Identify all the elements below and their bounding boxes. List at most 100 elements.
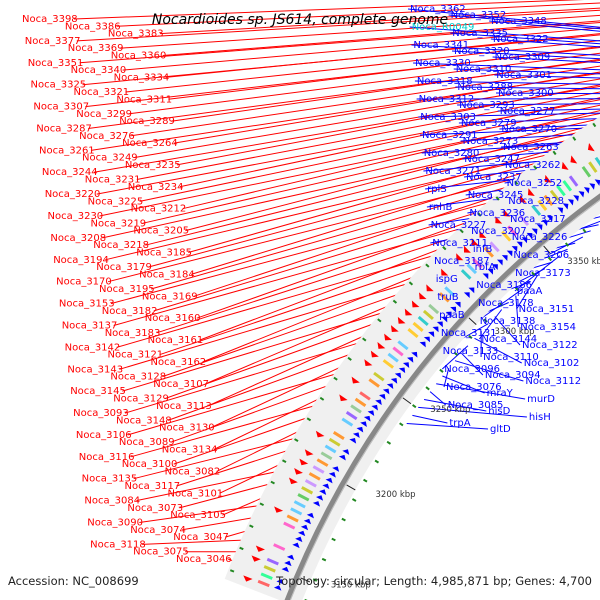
left-gene-label: Noca_3075 — [133, 547, 189, 558]
left-gene-label: Noca_3321 — [74, 87, 130, 98]
ring-background — [224, 116, 600, 600]
left-leader-line — [196, 214, 489, 319]
right-gene-label: Noca_3300 — [498, 88, 554, 99]
inner-tick — [321, 557, 327, 562]
right-gene-label: Noca_3263 — [503, 142, 559, 153]
left-gene-label: Noca_3205 — [133, 226, 189, 237]
reverse-gene-arrow — [407, 357, 414, 363]
outer-tick — [533, 165, 538, 170]
forward-gene-arrow — [390, 325, 399, 333]
cog-tile — [531, 204, 542, 216]
left-gene-label: Noca_3264 — [122, 138, 178, 149]
left-gene-label: Noca_3212 — [131, 204, 187, 215]
left-gene-label: Noca_3106 — [76, 430, 132, 441]
left-gene-label: Noca_3185 — [136, 248, 192, 259]
left-leader-line — [179, 480, 281, 509]
reverse-gene-arrow — [328, 472, 336, 478]
reverse-gene-arrow — [594, 179, 600, 186]
left-gene-label: Noca_3184 — [139, 269, 195, 280]
cog-tile — [354, 397, 367, 408]
left-gene-label: Noca_3162 — [151, 357, 207, 368]
scale-marks: 3550 kbp3500 kbp3450 kbp3400 kbp3350 kbp… — [229, 122, 600, 600]
reverse-gene-arrow — [375, 399, 382, 406]
reverse-gene-arrow — [352, 432, 360, 439]
right-leader-line — [451, 50, 600, 60]
right-gene-label: Noca_3252 — [507, 178, 563, 189]
reverse-gene-arrow — [583, 187, 590, 194]
inner-tick — [468, 334, 473, 340]
right-gene-label: Noca_3228 — [508, 196, 564, 207]
scale-tick — [402, 397, 412, 405]
reverse-gene-arrow — [492, 264, 498, 271]
left-gene-label: Noca_3113 — [156, 401, 212, 412]
right-gene-label: ispG — [436, 274, 458, 285]
left-leader-line — [190, 164, 549, 275]
forward-gene-arrow — [315, 430, 325, 438]
cog-tile — [345, 410, 358, 421]
outer-tick — [459, 228, 464, 234]
left-leader-line — [176, 446, 300, 487]
outer-tick — [572, 136, 577, 141]
reverse-gene-arrow — [322, 483, 330, 490]
reverse-gene-arrow — [428, 331, 435, 338]
cog-tile — [316, 458, 329, 467]
left-gene-label: Noca_3225 — [88, 196, 144, 207]
cog-tile — [304, 479, 317, 488]
left-leader-line — [185, 122, 600, 232]
forward-gene-arrow — [463, 245, 471, 253]
right-gene-label: trpA — [449, 418, 470, 429]
left-leader-line — [162, 288, 415, 378]
forward-gene-arrow — [404, 308, 413, 316]
right-gene-label: Noca_3173 — [515, 268, 571, 279]
forward-gene-arrow — [274, 506, 284, 513]
reverse-gene-arrow — [487, 268, 494, 275]
reverse-gene-arrow — [394, 372, 402, 379]
reverse-gene-arrow — [382, 388, 390, 395]
left-gene-label: Noca_3334 — [114, 72, 170, 83]
right-gene-label: Noca_3206 — [513, 250, 569, 261]
left-leader-line — [110, 197, 508, 305]
cog-tile — [489, 241, 500, 253]
right-gene-label: rbfA — [475, 262, 496, 273]
outer-tick — [514, 180, 519, 185]
right-gene-label: Noca_3303 — [420, 112, 476, 123]
left-leader-line — [176, 84, 600, 166]
left-gene-label: Noca_3231 — [85, 175, 141, 186]
reverse-gene-arrow — [292, 542, 300, 549]
right-gene-label: Noca_3151 — [519, 304, 575, 315]
left-leader-line — [142, 539, 252, 545]
right-gene-label: Noca_3279 — [461, 118, 517, 129]
right-leader-line — [413, 62, 600, 71]
left-gene-label: Noca_3116 — [79, 452, 135, 463]
left-leader-line — [130, 401, 327, 458]
outer-tick — [408, 281, 414, 286]
cog-tile — [588, 161, 598, 173]
left-gene-label: Noca_3220 — [45, 189, 101, 200]
right-leader-line — [418, 112, 600, 118]
reverse-gene-arrow — [319, 489, 327, 495]
inner-tick — [425, 386, 430, 391]
right-leader-line — [416, 98, 600, 100]
scale-label: 3200 kbp — [376, 490, 416, 500]
left-leader-line — [199, 241, 460, 341]
left-leader-line — [136, 91, 600, 180]
left-leader-line — [182, 110, 600, 210]
cog-tile — [273, 543, 286, 551]
right-leader-line — [462, 147, 600, 160]
forward-gene-arrow — [527, 188, 535, 197]
right-gene-label: Noca_3178 — [478, 298, 534, 309]
left-gene-label: Noca_3121 — [108, 350, 164, 361]
right-leader-line — [450, 32, 600, 45]
reverse-gene-arrow — [567, 199, 574, 206]
inner-tick — [582, 228, 587, 233]
cog-tile — [519, 214, 530, 227]
reverse-gene-arrow — [386, 383, 394, 390]
right-gene-label: Noca_3110 — [483, 352, 539, 363]
right-gene-label: Noca_3131 — [441, 328, 497, 339]
left-leader-line — [188, 141, 581, 253]
right-leader-line — [436, 383, 526, 400]
right-leader-line — [515, 295, 519, 328]
forward-gene-arrow — [544, 174, 552, 183]
inner-tick — [439, 368, 444, 373]
left-leader-line — [113, 223, 479, 326]
